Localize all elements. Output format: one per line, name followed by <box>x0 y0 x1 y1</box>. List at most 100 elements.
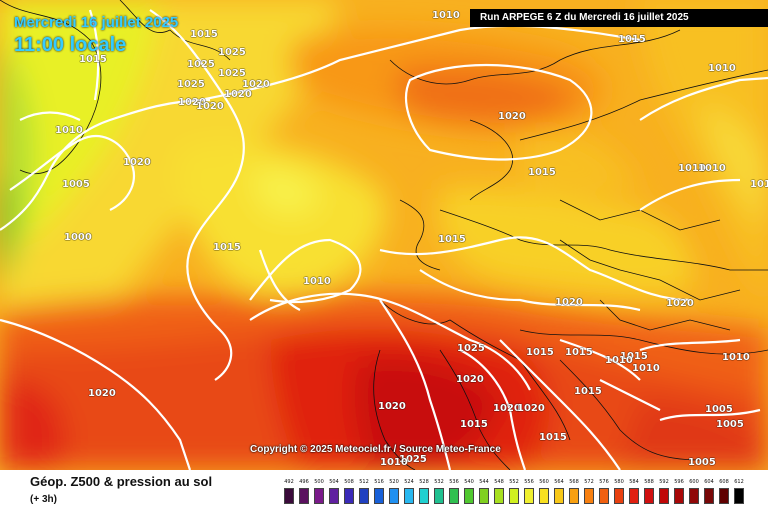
color-legend: 492 496 500 504 508 512 516 520 524 528 532 536 540 5… <box>284 479 750 509</box>
legend-tick-label: 504 <box>329 479 339 485</box>
legend-tick-label: 608 <box>719 479 729 485</box>
isobar-label: 1020 <box>555 297 583 308</box>
isobar-label: 1015 <box>528 167 556 178</box>
legend-tick-label: 556 <box>524 479 534 485</box>
isobar-label: 1025 <box>187 59 215 70</box>
legend-color-swatch <box>704 488 714 504</box>
legend-color-swatch <box>659 488 669 504</box>
isobar-label: 1010 <box>750 179 768 190</box>
legend-color-swatch <box>719 488 729 504</box>
legend-color-swatch <box>359 488 369 504</box>
isobar-label: 1025 <box>399 454 427 465</box>
legend-color-swatch <box>449 488 459 504</box>
legend-tick-label: 560 <box>539 479 549 485</box>
legend-tick-label: 500 <box>314 479 324 485</box>
isobar-label: 1015 <box>526 347 554 358</box>
legend-tick-label: 612 <box>734 479 744 485</box>
coastlines <box>0 0 768 470</box>
isobar-label: 1005 <box>705 404 733 415</box>
legend-tick-label: 572 <box>584 479 594 485</box>
legend-tick-label: 564 <box>554 479 564 485</box>
isobar-label: 1010 <box>55 125 83 136</box>
copyright-notice: Copyright © 2025 Meteociel.fr / Source M… <box>250 444 501 455</box>
isobar-label: 1015 <box>190 29 218 40</box>
legend-color-swatch <box>314 488 324 504</box>
legend-tick-label: 592 <box>659 479 669 485</box>
isobar-label: 1015 <box>79 54 107 65</box>
legend-color-swatch <box>479 488 489 504</box>
run-info: Run ARPEGE 6 Z du Mercredi 16 juillet 20… <box>470 9 768 27</box>
isobar-label: 1010 <box>708 63 736 74</box>
legend-tick-label: 512 <box>359 479 369 485</box>
isobar-label: 1020 <box>242 79 270 90</box>
legend-color-swatch <box>404 488 414 504</box>
isobar-label: 1020 <box>378 401 406 412</box>
legend-color-swatch <box>644 488 654 504</box>
legend-color-swatch <box>389 488 399 504</box>
isobar-label: 1025 <box>177 79 205 90</box>
legend-tick-label: 604 <box>704 479 714 485</box>
map-title: Géop. Z500 & pression au sol <box>30 474 213 489</box>
map-footer: Géop. Z500 & pression au sol (+ 3h) 492 4… <box>0 470 768 512</box>
legend-color-swatch <box>599 488 609 504</box>
isobar-label: 1010 <box>698 163 726 174</box>
isobar-label: 1010 <box>678 163 706 174</box>
isobar-label: 1010 <box>605 355 633 366</box>
isobar-label: 1005 <box>62 179 90 190</box>
legend-color-swatch <box>509 488 519 504</box>
legend-color-swatch <box>689 488 699 504</box>
legend-tick-label: 532 <box>434 479 444 485</box>
isobar-label: 1015 <box>539 432 567 443</box>
legend-color-swatch <box>584 488 594 504</box>
forecast-local-time: 11:00 locale <box>14 34 127 56</box>
forecast-lead: (+ 3h) <box>30 494 57 505</box>
isobar-label: 1020 <box>456 374 484 385</box>
isobar-label: 1020 <box>224 89 252 100</box>
isobar-label: 1015 <box>438 234 466 245</box>
legend-tick-label: 600 <box>689 479 699 485</box>
legend-tick-label: 496 <box>299 479 309 485</box>
isobar-label: 1015 <box>620 351 648 362</box>
forecast-date: Mercredi 16 juillet 2025 <box>14 14 179 31</box>
isobar-label: 1020 <box>498 111 526 122</box>
legend-color-swatch <box>464 488 474 504</box>
isobar-label: 1025 <box>218 68 246 79</box>
isobar-label: 1020 <box>517 403 545 414</box>
legend-color-swatch <box>299 488 309 504</box>
isobar-label: 1010 <box>432 10 460 21</box>
isobar-label: 1020 <box>123 157 151 168</box>
isobar-label: 1020 <box>88 388 116 399</box>
legend-color-swatch <box>284 488 294 504</box>
legend-color-swatch <box>434 488 444 504</box>
isobar-label: 1020 <box>493 403 521 414</box>
legend-color-swatch <box>344 488 354 504</box>
legend-color-swatch <box>614 488 624 504</box>
legend-tick-label: 528 <box>419 479 429 485</box>
legend-tick-label: 544 <box>479 479 489 485</box>
isobar-label: 1025 <box>457 343 485 354</box>
legend-color-swatch <box>734 488 744 504</box>
isobars <box>0 9 768 470</box>
legend-color-swatch <box>674 488 684 504</box>
isobar-label: 1005 <box>688 457 716 468</box>
legend-color-swatch <box>539 488 549 504</box>
legend-color-swatch <box>419 488 429 504</box>
isobar-label: 1025 <box>218 47 246 58</box>
isobar-label: 1015 <box>574 386 602 397</box>
legend-tick-label: 568 <box>569 479 579 485</box>
isobar-label: 1020 <box>666 298 694 309</box>
isobar-label: 1005 <box>716 419 744 430</box>
isobar-label: 1010 <box>380 457 408 468</box>
legend-tick-label: 536 <box>449 479 459 485</box>
legend-tick-label: 580 <box>614 479 624 485</box>
legend-tick-label: 576 <box>599 479 609 485</box>
isobar-label: 1000 <box>64 232 92 243</box>
isobar-label: 1010 <box>722 352 750 363</box>
legend-tick-label: 552 <box>509 479 519 485</box>
legend-tick-label: 588 <box>644 479 654 485</box>
isobar-label: 1010 <box>632 363 660 374</box>
legend-tick-label: 524 <box>404 479 414 485</box>
legend-color-swatch <box>329 488 339 504</box>
legend-tick-label: 520 <box>389 479 399 485</box>
